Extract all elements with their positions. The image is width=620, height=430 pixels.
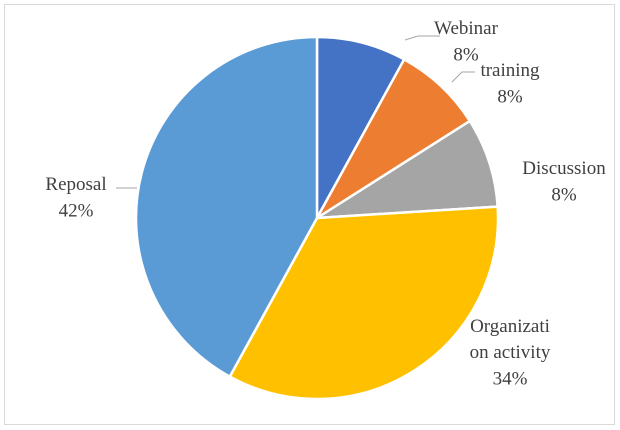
category-label: Discussion (522, 158, 606, 179)
slice (315, 57, 472, 220)
leader-line (451, 71, 475, 83)
category-label: Organizati on activity (470, 316, 551, 363)
slice (316, 119, 499, 220)
value-label: 8% (453, 44, 479, 65)
category-label: Webinar (434, 18, 499, 39)
slice (315, 35, 406, 219)
leader-line (404, 35, 440, 41)
value-label: 34% (493, 368, 528, 389)
category-label: Reposal (45, 174, 106, 195)
slice (134, 35, 319, 379)
category-label: training (480, 60, 540, 81)
slices (134, 35, 500, 401)
value-label: 42% (59, 200, 94, 221)
value-label: 8% (551, 184, 577, 205)
value-label: 8% (497, 86, 523, 107)
